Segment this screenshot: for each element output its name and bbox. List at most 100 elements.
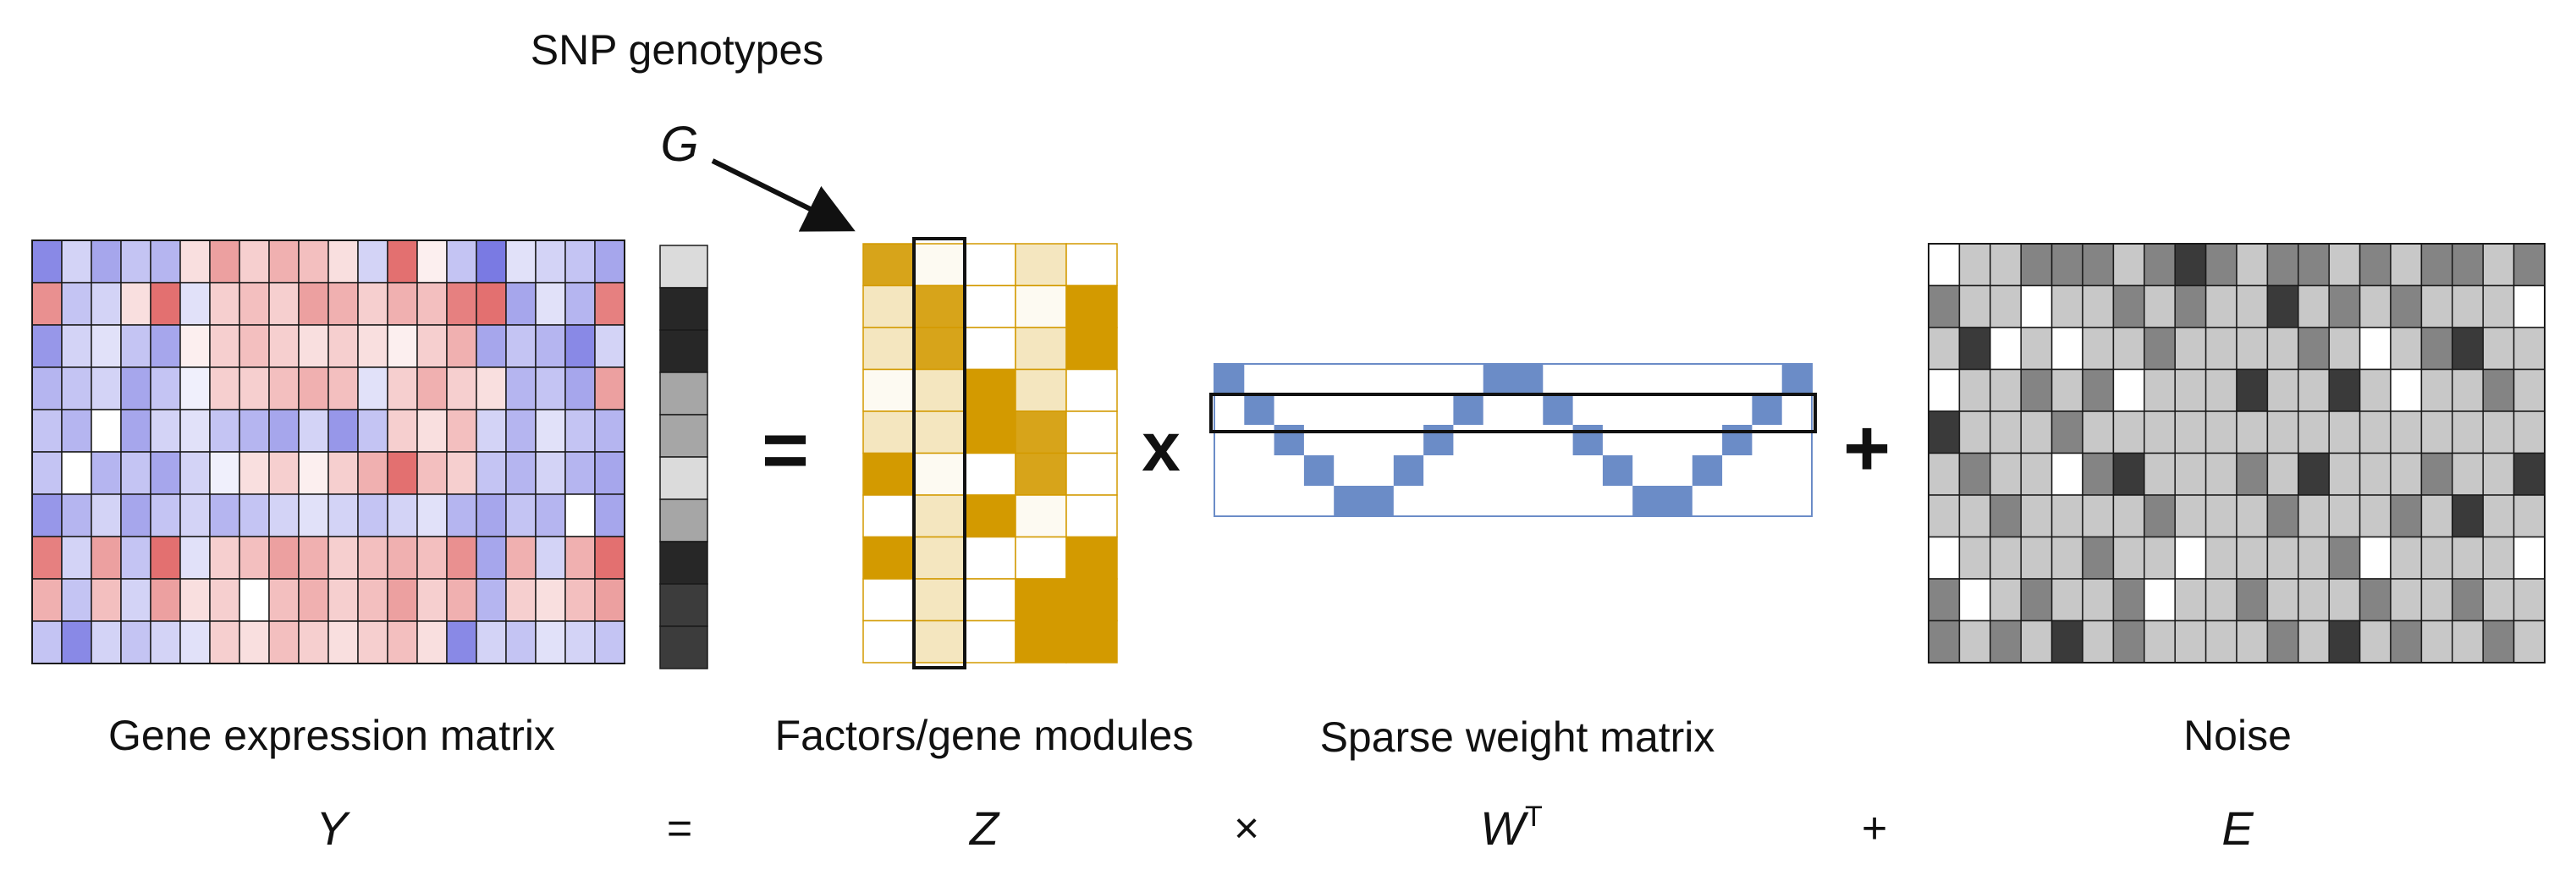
expression-cell [179, 409, 211, 453]
weight-cell [1244, 394, 1274, 425]
weight-cell [1363, 486, 1394, 516]
noise-cell [2204, 243, 2237, 287]
noise-cell [2236, 410, 2269, 454]
g-arrow [711, 158, 856, 232]
formula-w-superscript: T [1525, 801, 1543, 833]
noise-cell [2482, 410, 2515, 454]
noise-cell [2144, 327, 2176, 371]
expression-cell [535, 282, 566, 326]
noise-cell [1958, 327, 1991, 371]
factor-cell [1065, 410, 1118, 454]
noise-cell [2328, 327, 2361, 371]
expression-cell [476, 240, 507, 284]
expression-cell [298, 366, 329, 410]
expression-cell [179, 493, 211, 537]
expression-cell [564, 578, 596, 622]
noise-cell [2112, 368, 2145, 412]
expression-cell [179, 366, 211, 410]
expression-cell [239, 324, 270, 368]
noise-cell [2050, 368, 2083, 412]
expression-cell [298, 409, 329, 453]
factor-cell [862, 327, 915, 371]
noise-cell [2266, 536, 2299, 580]
expression-cell [31, 578, 63, 622]
noise-cell [2144, 410, 2176, 454]
noise-cell [2452, 368, 2484, 412]
noise-cell [1928, 243, 1961, 287]
expression-cell [179, 536, 211, 580]
noise-cell [2204, 284, 2237, 328]
formula-w: WT [1480, 801, 1543, 855]
expression-cell [209, 493, 240, 537]
noise-cell [2420, 327, 2453, 371]
noise-cell [2359, 452, 2392, 496]
expression-cell [416, 578, 448, 622]
noise-cell [1990, 327, 2022, 371]
noise-cell [2174, 452, 2207, 496]
noise-cell [2204, 327, 2237, 371]
noise-cell [2174, 536, 2207, 580]
noise-cell [2144, 536, 2176, 580]
expression-cell [31, 409, 63, 453]
expression-cell [31, 366, 63, 410]
expression-cell [328, 451, 359, 495]
expression-cell [120, 324, 151, 368]
expression-cell [61, 282, 92, 326]
expression-cell [446, 282, 477, 326]
noise-cell [2420, 410, 2453, 454]
factor-cell [1065, 536, 1118, 580]
expression-cell [150, 536, 181, 580]
factor-cell [1015, 284, 1067, 328]
expression-cell [535, 620, 566, 664]
factor-cell [1065, 452, 1118, 496]
noise-cell [2204, 536, 2237, 580]
noise-cell [2082, 452, 2115, 496]
noise-cell [2328, 243, 2361, 287]
noise-cell [2513, 410, 2546, 454]
noise-cell [1958, 243, 1991, 287]
expression-cell [476, 578, 507, 622]
noise-cell [1928, 494, 1961, 538]
noise-cell [2359, 368, 2392, 412]
expression-cell [505, 282, 537, 326]
factor-cell [1015, 536, 1067, 580]
noise-cell [2204, 494, 2237, 538]
noise-cell [2204, 410, 2237, 454]
weight-cell [1632, 486, 1663, 516]
expression-cell [594, 536, 625, 580]
expression-cell [120, 578, 151, 622]
factor-cell [913, 368, 966, 412]
plus-operator: + [1843, 403, 1891, 493]
noise-cell [2204, 619, 2237, 663]
expression-cell [150, 324, 181, 368]
noise-cell [2328, 536, 2361, 580]
expression-cell [268, 409, 300, 453]
noise-cell [2482, 284, 2515, 328]
noise-cell [2452, 327, 2484, 371]
genotype-cell [659, 456, 708, 500]
expression-cell [91, 536, 122, 580]
genotype-cell [659, 287, 708, 331]
noise-cell [1990, 578, 2022, 622]
factor-cell [964, 494, 1016, 538]
expression-cell [179, 240, 211, 284]
expression-cell [91, 282, 122, 326]
noise-cell [2420, 494, 2453, 538]
noise-cell [2298, 368, 2330, 412]
noise-cell [2359, 494, 2392, 538]
expression-cell [209, 578, 240, 622]
expression-cell [387, 578, 418, 622]
noise-cell [2328, 452, 2361, 496]
noise-cell [2298, 494, 2330, 538]
expression-cell [535, 451, 566, 495]
factor-cell [1015, 578, 1067, 622]
expression-cell [268, 578, 300, 622]
noise-cell [2050, 452, 2083, 496]
noise-cell [2513, 284, 2546, 328]
noise-cell [2482, 619, 2515, 663]
noise-cell [1990, 494, 2022, 538]
noise-cell [2390, 243, 2423, 287]
noise-cell [2298, 243, 2330, 287]
expression-cell [61, 366, 92, 410]
noise-cell [2174, 494, 2207, 538]
